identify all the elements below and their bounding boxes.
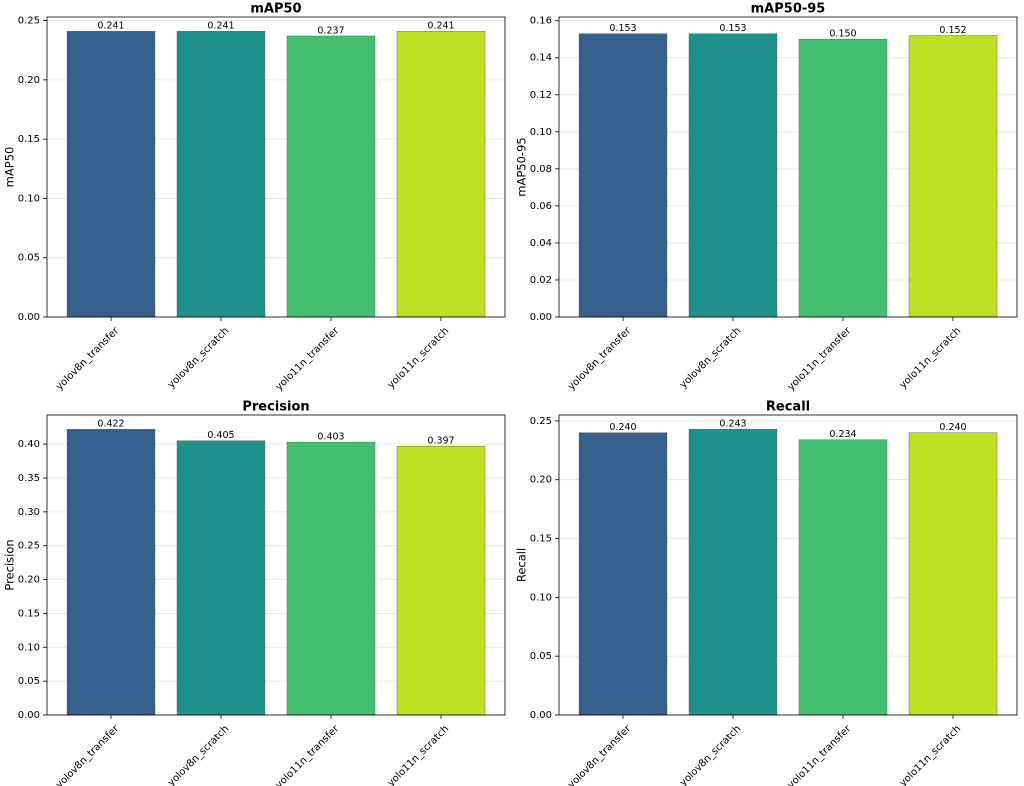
- value-label: 0.241: [427, 21, 454, 32]
- value-label: 0.241: [207, 21, 234, 32]
- y-tick-label: 0.14: [530, 53, 552, 64]
- x-tick-label: yolov8n_transfer: [54, 723, 122, 786]
- bar: [396, 445, 486, 716]
- y-tick-label: 0.12: [530, 90, 552, 101]
- y-axis-label: Recall: [515, 548, 529, 582]
- bar: [176, 31, 266, 318]
- value-label: 0.241: [97, 21, 124, 32]
- value-label: 0.153: [719, 23, 746, 34]
- x-tick-label: yolov8n_scratch: [678, 723, 743, 786]
- y-tick-label: 0.00: [18, 710, 40, 721]
- bar: [176, 440, 266, 716]
- chart-title: Precision: [242, 400, 309, 415]
- x-tick-label: yolo11n_transfer: [786, 325, 854, 393]
- y-tick-label: 0.35: [18, 473, 40, 484]
- y-tick-label: 0.08: [530, 164, 552, 175]
- chart-title: mAP50-95: [751, 2, 826, 17]
- y-tick-label: 0.20: [18, 75, 40, 86]
- y-tick-label: 0.00: [18, 312, 40, 323]
- subplot: 0.00 0.05 0.10 0.15 0.20 0.25 0.241 yolov8n_tra…: [3, 2, 506, 393]
- bar: [798, 439, 888, 716]
- y-tick-label: 0.25: [18, 16, 40, 27]
- y-tick-label: 0.30: [18, 507, 40, 518]
- y-tick-label: 0.05: [18, 676, 40, 687]
- y-tick-label: 0.06: [530, 201, 552, 212]
- bar: [578, 33, 668, 318]
- y-tick-label: 0.15: [530, 534, 552, 545]
- value-label: 0.403: [317, 432, 344, 443]
- chart-title: Recall: [766, 400, 810, 415]
- value-label: 0.152: [939, 25, 966, 36]
- bar: [66, 31, 156, 318]
- x-tick-label: yolov8n_scratch: [166, 723, 231, 786]
- y-tick-label: 0.25: [18, 541, 40, 552]
- y-tick-label: 0.25: [530, 416, 552, 427]
- bar: [688, 33, 778, 318]
- x-tick-label: yolo11n_scratch: [386, 723, 452, 786]
- y-tick-label: 0.10: [530, 127, 552, 138]
- subplot: 0.00 0.02 0.04 0.06 0.08 0.10 0.12 0.14 0.16 0.15…: [515, 2, 1018, 393]
- y-axis-label: Precision: [3, 539, 17, 590]
- y-tick-label: 0.05: [18, 253, 40, 264]
- y-axis-label: mAP50-95: [515, 137, 529, 196]
- chart-title: mAP50: [250, 2, 301, 17]
- x-tick-label: yolov8n_transfer: [566, 723, 634, 786]
- value-label: 0.397: [427, 436, 454, 447]
- y-tick-label: 0.00: [530, 710, 552, 721]
- value-label: 0.153: [609, 23, 636, 34]
- x-tick-label: yolov8n_scratch: [678, 325, 743, 390]
- bar: [578, 432, 668, 716]
- x-tick-label: yolov8n_transfer: [566, 325, 634, 393]
- x-tick-label: yolov8n_scratch: [166, 325, 231, 390]
- subplot: 0.00 0.05 0.10 0.15 0.20 0.25 0.240 yolov8n_tra…: [515, 400, 1018, 786]
- axes-frame: [46, 16, 506, 318]
- y-tick-label: 0.04: [530, 238, 552, 249]
- x-tick-label: yolo11n_transfer: [786, 723, 854, 786]
- y-tick-label: 0.16: [530, 16, 552, 27]
- bar: [396, 31, 486, 318]
- value-label: 0.150: [829, 29, 856, 40]
- value-label: 0.405: [207, 430, 234, 441]
- bar: [286, 441, 376, 716]
- bar: [688, 428, 778, 716]
- y-tick-label: 0.20: [530, 475, 552, 486]
- value-label: 0.234: [829, 429, 856, 440]
- bar: [66, 429, 156, 716]
- bar: [908, 35, 998, 318]
- y-tick-label: 0.10: [18, 193, 40, 204]
- value-label: 0.422: [97, 419, 124, 430]
- value-label: 0.243: [719, 419, 746, 430]
- value-label: 0.237: [317, 25, 344, 36]
- x-tick-label: yolo11n_scratch: [386, 325, 452, 391]
- y-tick-label: 0.02: [530, 275, 552, 286]
- x-tick-label: yolov8n_transfer: [54, 325, 122, 393]
- x-tick-label: yolo11n_scratch: [898, 723, 964, 786]
- y-tick-label: 0.10: [530, 592, 552, 603]
- value-label: 0.240: [609, 422, 636, 433]
- subplot: 0.00 0.05 0.10 0.15 0.20 0.25 0.30 0.35 0.40 0.42…: [3, 400, 506, 786]
- y-tick-label: 0.15: [18, 608, 40, 619]
- x-tick-label: yolo11n_scratch: [898, 325, 964, 391]
- y-tick-label: 0.40: [18, 439, 40, 450]
- y-axis-label: mAP50: [3, 147, 17, 188]
- y-tick-label: 0.15: [18, 134, 40, 145]
- x-tick-label: yolo11n_transfer: [274, 325, 342, 393]
- bar: [908, 432, 998, 716]
- y-tick-label: 0.20: [18, 575, 40, 586]
- y-tick-label: 0.05: [530, 651, 552, 662]
- y-tick-label: 0.10: [18, 642, 40, 653]
- value-label: 0.240: [939, 422, 966, 433]
- bar: [286, 35, 376, 318]
- axes-frame: [46, 414, 506, 716]
- axes-frame: [558, 16, 1018, 318]
- x-tick-label: yolo11n_transfer: [274, 723, 342, 786]
- y-tick-label: 0.00: [530, 312, 552, 323]
- bar: [798, 39, 888, 318]
- axes-frame: [558, 414, 1018, 716]
